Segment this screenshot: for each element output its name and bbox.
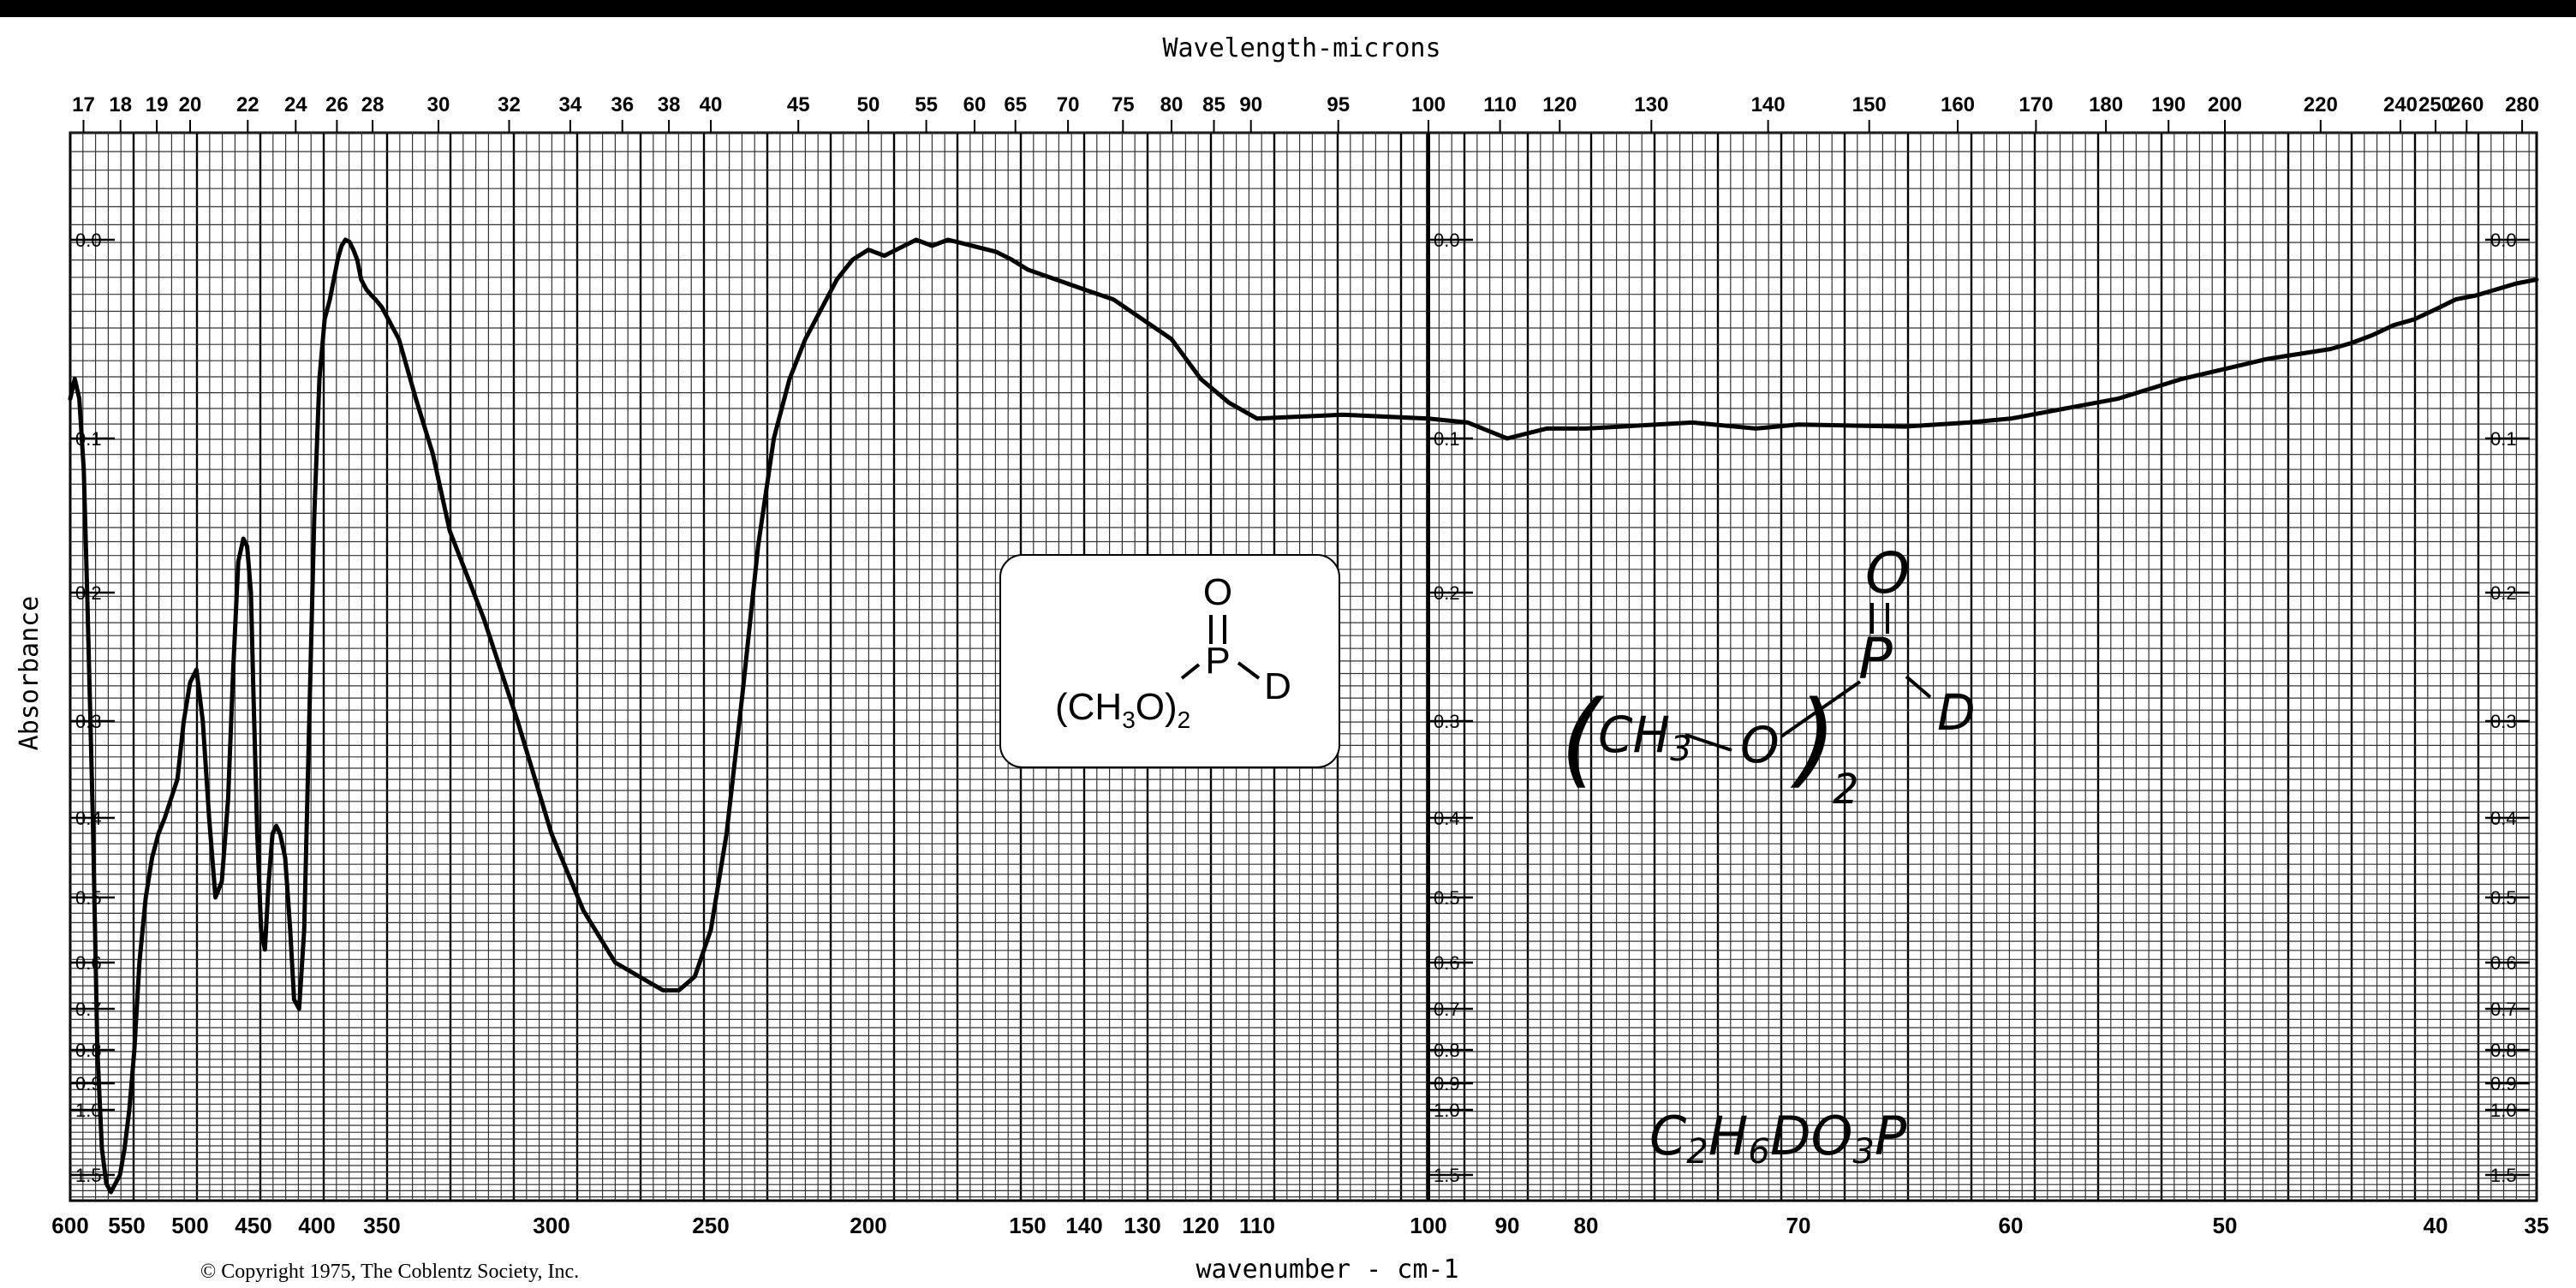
o-p-bond — [1180, 663, 1201, 680]
top-tick-label: 150 — [1852, 93, 1887, 116]
top-tick-label: 110 — [1483, 93, 1517, 116]
top-tick-label: 26 — [325, 93, 349, 116]
x-tick-label: 50 — [2213, 1213, 2238, 1238]
top-tick-label: 24 — [284, 93, 307, 116]
top-tick-label: 100 — [1411, 93, 1446, 116]
x-tick-label: 250 — [692, 1213, 729, 1238]
handwritten-formula: C2H6DO3P — [1649, 1105, 1907, 1172]
hand-ch3: CH3 — [1598, 706, 1692, 769]
grid — [69, 131, 2538, 1202]
hand-o: O — [1740, 716, 1780, 774]
x-tick-label: 110 — [1239, 1213, 1275, 1238]
x-tick-label: 70 — [1786, 1213, 1811, 1238]
deuterium-atom: D — [1264, 665, 1291, 707]
x-tick-label: 140 — [1065, 1213, 1102, 1238]
hand-subscript-2: 2 — [1833, 766, 1859, 814]
x-tick-label: 120 — [1182, 1213, 1219, 1238]
top-tick-label: 36 — [611, 93, 634, 116]
x-tick-label: 600 — [51, 1213, 88, 1238]
top-tick-label: 38 — [658, 93, 681, 116]
top-tick-label: 280 — [2505, 93, 2539, 116]
copyright-note: © Copyright 1975, The Coblentz Society, … — [200, 1261, 579, 1283]
top-tick-label: 55 — [915, 93, 938, 116]
spectrum-line — [68, 237, 2539, 1195]
y-axis-label: Absorbance — [15, 596, 45, 751]
top-tick-label: 34 — [559, 93, 582, 116]
x-tick-label: 100 — [1410, 1213, 1446, 1238]
x-tick-label: 130 — [1124, 1213, 1160, 1238]
top-tick-label: 20 — [179, 93, 202, 116]
chart-title: Wavelength-microns — [1162, 33, 1440, 63]
top-tick-label: 220 — [2304, 93, 2338, 116]
top-tick-label: 190 — [2151, 93, 2185, 116]
oxygen-atom: O — [1203, 571, 1232, 613]
x-tick-label: 400 — [298, 1213, 335, 1238]
top-tick-label: 80 — [1160, 93, 1184, 116]
top-tick-label: 22 — [236, 93, 259, 116]
top-tick-label: 95 — [1327, 93, 1350, 116]
x-tick-label: 550 — [108, 1213, 145, 1238]
x-tick-label: 300 — [533, 1213, 569, 1238]
top-border — [0, 0, 2576, 17]
hand-oxygen: O — [1865, 540, 1910, 606]
x-tick-label: 35 — [2525, 1213, 2549, 1238]
p-d-bond — [1237, 661, 1261, 680]
hand-deuterium: D — [1937, 683, 1976, 742]
top-tick-label: 90 — [1239, 93, 1262, 116]
x-tick-label: 60 — [1999, 1213, 2024, 1238]
top-tick-label: 40 — [700, 93, 723, 116]
hand-p-d-bond — [1905, 675, 1932, 699]
hand-close-paren: ) — [1790, 680, 1837, 799]
top-tick-label: 32 — [498, 93, 521, 116]
hand-c-o-bond — [1685, 733, 1732, 752]
x-tick-label: 200 — [850, 1213, 886, 1238]
top-tick-label: 160 — [1941, 93, 1975, 116]
x-tick-label: 80 — [1574, 1213, 1599, 1238]
top-tick-label: 18 — [109, 93, 132, 116]
bottom-axis-ticks: 600 550 500 450 400 350 300 250 200 150 140 130 120 1… — [51, 1213, 2549, 1238]
x-tick-label: 150 — [1009, 1213, 1046, 1238]
printed-structure-box: O P D (CH3O)2 — [999, 554, 1340, 768]
structure-box — [999, 554, 1340, 768]
top-tick-label: 50 — [857, 93, 880, 116]
top-tick-label: 70 — [1057, 93, 1080, 116]
top-tick-label: 140 — [1751, 93, 1786, 116]
x-tick-label: 500 — [171, 1213, 208, 1238]
hand-o-p-bond — [1780, 680, 1862, 738]
top-tick-label: 85 — [1202, 93, 1225, 116]
x-tick-label: 450 — [235, 1213, 271, 1238]
phosphorus-atom: P — [1205, 640, 1230, 682]
x-tick-label: 40 — [2424, 1213, 2448, 1238]
top-tick-label: 180 — [2089, 93, 2123, 116]
top-tick-label: 240 — [2383, 93, 2418, 116]
top-tick-label: 130 — [1634, 93, 1668, 116]
top-tick-label: 250 — [2418, 93, 2453, 116]
top-tick-label: 75 — [1112, 93, 1135, 116]
hand-phosphorus: P — [1858, 626, 1893, 692]
handwritten-structure: O P D ( CH3 O ) 2 — [1560, 540, 1976, 814]
top-tick-label: 120 — [1542, 93, 1577, 116]
top-tick-label: 60 — [963, 93, 987, 116]
top-tick-label: 65 — [1004, 93, 1027, 116]
top-tick-label: 260 — [2449, 93, 2484, 116]
hand-open-paren: ( — [1560, 680, 1605, 799]
x-tick-label: 90 — [1495, 1213, 1520, 1238]
x-axis-label: wavenumber - cm-1 — [1196, 1255, 1458, 1285]
x-tick-label: 350 — [363, 1213, 400, 1238]
top-tick-label: 30 — [427, 93, 450, 116]
top-tick-label: 19 — [146, 93, 169, 116]
top-tick-label: 17 — [72, 93, 95, 116]
right-axis-ticks: 0.00.10.20.30.40.50.60.70.80.91.01.5 — [2485, 230, 2530, 1186]
top-axis-ticks: 17 18 19 20 22 24 26 28 30 32 34 36 38 40 45 50 55 60 65 70… — [72, 93, 2539, 133]
middle-axis-ticks: 0.00.10.20.30.40.50.60.70.80.91.01.5 — [1428, 230, 1473, 1186]
top-tick-label: 28 — [361, 93, 385, 116]
top-tick-label: 170 — [2018, 93, 2053, 116]
top-tick-label: 200 — [2208, 93, 2242, 116]
top-tick-label: 45 — [787, 93, 810, 116]
